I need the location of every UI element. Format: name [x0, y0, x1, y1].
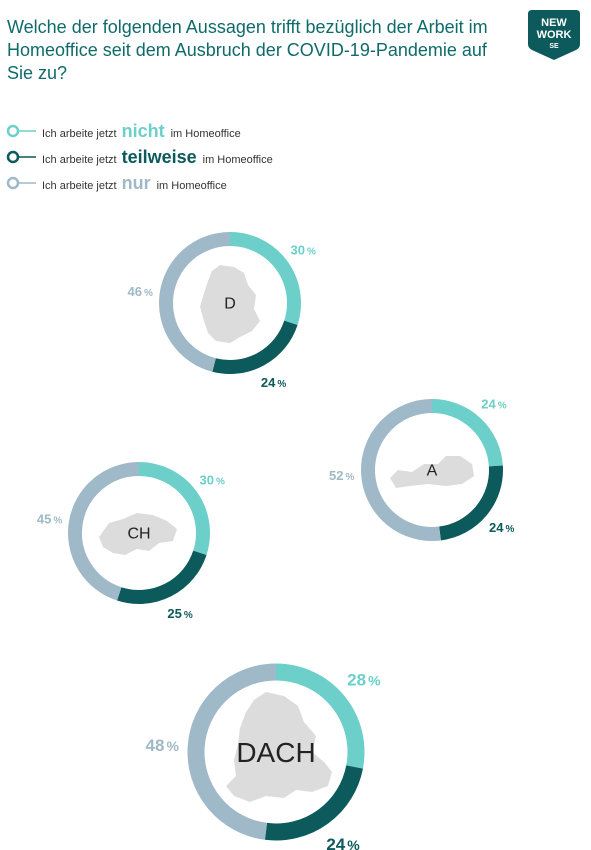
value-label-nur: 45% — [37, 511, 62, 526]
chart-title: Welche der folgenden Aussagen trifft bez… — [7, 17, 488, 83]
value-label-nicht: 24% — [481, 397, 506, 412]
region-label: CH — [127, 526, 150, 543]
value-label-teilweise: 24% — [326, 835, 360, 850]
logo-badge — [528, 10, 580, 60]
donut-segment-nur — [159, 232, 231, 372]
value-label-nur: 48% — [146, 736, 180, 755]
logo-line1: NEW — [541, 17, 567, 29]
donut-segment-teilweise — [117, 550, 207, 604]
donut-segment-nicht — [138, 462, 210, 555]
legend-suffix: im Homeoffice — [170, 127, 241, 140]
donut-chart-ch: CH 30 % 25 % 45% — [37, 462, 225, 621]
donut-segment-teilweise — [212, 320, 298, 374]
legend-prefix: Ich arbeite jetzt — [42, 179, 117, 192]
value-label-nur: 46% — [128, 284, 153, 299]
donut-segment-teilweise — [438, 465, 503, 541]
donut-chart-a: A 24 % 24 % 52% — [329, 397, 515, 541]
legend-prefix: Ich arbeite jetzt — [42, 127, 117, 140]
legend-word-teilweise: teilweise — [121, 146, 197, 167]
map-silhouette-a — [390, 456, 474, 488]
donut-chart-dach: DACH 28 % 24 % 48% — [146, 663, 381, 850]
map-silhouette-dach — [226, 692, 332, 802]
legend-suffix: im Homeoffice — [202, 153, 273, 166]
donut-segment-nicht — [229, 232, 301, 325]
value-label-nicht: 30% — [200, 472, 225, 487]
legend: Ich arbeite jetzt nicht im Homeoffice Ic… — [6, 118, 273, 196]
legend-suffix: im Homeoffice — [156, 179, 227, 192]
legend-swatch-teilweise — [6, 150, 36, 164]
new-work-logo: NEW WORK SE — [528, 10, 580, 60]
donut-segment-nur — [68, 462, 140, 601]
legend-item-nicht: Ich arbeite jetzt nicht im Homeoffice — [6, 118, 273, 144]
donut-segment-nur — [361, 399, 441, 541]
value-label-nicht: 28% — [347, 670, 381, 689]
value-label-teilweise: 25% — [167, 606, 192, 621]
legend-word-nur: nur — [121, 172, 151, 193]
legend-item-nur: Ich arbeite jetzt nur im Homeoffice — [6, 170, 273, 196]
donut-segment-nicht — [275, 663, 365, 769]
donut-segment-teilweise — [264, 765, 363, 841]
logo-line3: SE — [549, 43, 559, 50]
legend-item-teilweise: Ich arbeite jetzt teilweise im Homeoffic… — [6, 144, 273, 170]
region-label: DACH — [236, 737, 315, 768]
legend-prefix: Ich arbeite jetzt — [42, 153, 117, 166]
legend-word-nicht: nicht — [121, 120, 165, 141]
value-label-teilweise: 24% — [261, 375, 286, 390]
value-label-nicht: 30% — [291, 242, 316, 257]
map-silhouette-d — [200, 265, 260, 343]
value-label-nur: 52% — [329, 468, 354, 483]
donut-segment-nicht — [431, 399, 503, 467]
region-label: A — [427, 463, 438, 480]
legend-swatch-nicht — [6, 124, 36, 138]
region-label: D — [224, 296, 236, 313]
map-silhouette-ch — [99, 513, 177, 555]
legend-swatch-nur — [6, 176, 36, 190]
logo-line2: WORK — [537, 29, 572, 41]
donut-segment-nur — [187, 663, 277, 840]
value-label-teilweise: 24% — [489, 520, 514, 535]
donut-chart-d: D 30 % 24 % 46% — [128, 232, 316, 390]
